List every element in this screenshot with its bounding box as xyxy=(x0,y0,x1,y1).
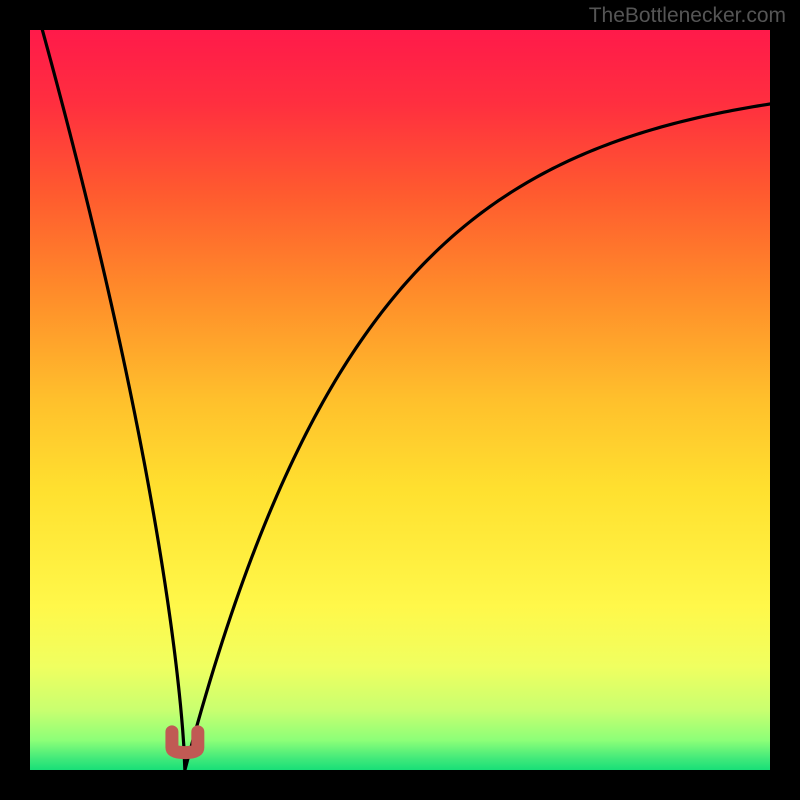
gradient-background xyxy=(30,30,770,770)
bottleneck-chart xyxy=(30,30,770,770)
chart-svg xyxy=(30,30,770,770)
watermark-text: TheBottlenecker.com xyxy=(589,4,786,28)
